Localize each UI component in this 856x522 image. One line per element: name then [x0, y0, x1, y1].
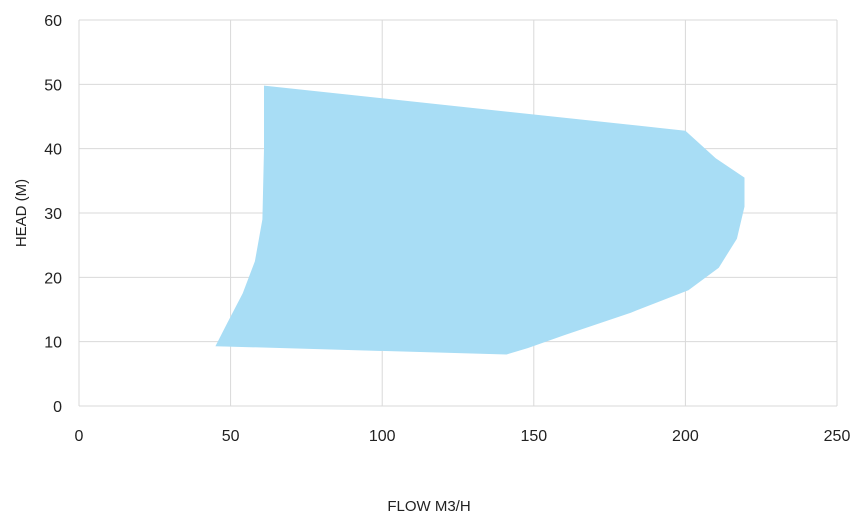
y-tick-label: 10	[44, 335, 62, 352]
operating-region	[215, 85, 745, 355]
y-axis-label: HEAD (M)	[13, 179, 30, 247]
tick-labels: 0 50 100 150 200 250 0 10 20 30 40 50 60	[44, 13, 850, 445]
x-tick-label: 0	[75, 428, 84, 445]
y-tick-label: 0	[53, 399, 62, 416]
plot-area	[215, 85, 745, 355]
x-tick-label: 150	[520, 428, 547, 445]
y-tick-label: 40	[44, 142, 62, 159]
y-tick-label: 60	[44, 13, 62, 30]
x-axis-label: FLOW M3/H	[387, 498, 470, 515]
y-tick-label: 50	[44, 77, 62, 94]
y-tick-label: 20	[44, 270, 62, 287]
x-tick-label: 100	[369, 428, 396, 445]
x-tick-label: 200	[672, 428, 699, 445]
y-tick-label: 30	[44, 206, 62, 223]
x-tick-label: 250	[824, 428, 851, 445]
x-tick-label: 50	[222, 428, 240, 445]
